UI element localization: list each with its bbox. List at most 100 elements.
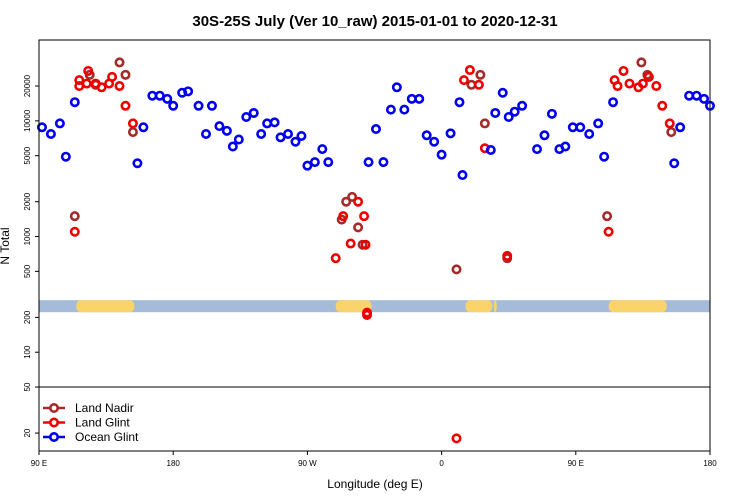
land-nadir-point-0 (69, 211, 80, 222)
land-glint-point-21 (458, 75, 469, 86)
legend-marker-land-glint (48, 417, 59, 428)
ocean-glint-point-64 (669, 158, 680, 169)
land-glint-point-22 (464, 65, 475, 76)
ocean-glint-point-1 (45, 128, 56, 139)
land-glint-point-4 (81, 78, 92, 89)
ocean-glint-point-28 (296, 130, 307, 141)
land-glint-point-13 (338, 211, 349, 222)
ocean-glint-point-25 (275, 132, 286, 143)
land-glint-point-9 (114, 81, 125, 92)
ocean-glint-point-27 (290, 136, 301, 147)
x-tick-label-0: 90 E (31, 459, 47, 468)
ocean-glint-point-15 (206, 100, 217, 111)
ocean-glint-point-29 (302, 160, 313, 171)
ocean-glint-point-17 (221, 125, 232, 136)
land-glint-point-29 (618, 65, 629, 76)
ocean-glint-point-22 (256, 128, 267, 139)
land-glint-point-6 (96, 82, 107, 93)
land-nadir-point-14 (479, 118, 490, 129)
land-glint-point-16 (359, 211, 370, 222)
ocean-glint-point-51 (509, 106, 520, 117)
ocean-glint-point-43 (436, 149, 447, 160)
x-tick-label-3: 0 (439, 459, 444, 468)
ocean-glint-point-46 (457, 170, 468, 181)
land-glint-point-33 (643, 71, 654, 82)
ocean-glint-point-32 (323, 157, 334, 168)
land-glint-point-3 (83, 65, 94, 76)
land-glint-point-28 (612, 81, 623, 92)
ocean-glint-point-4 (69, 97, 80, 108)
land-nadir-point-4 (120, 69, 131, 80)
ocean-glint-point-26 (283, 128, 294, 139)
ocean-glint-point-20 (241, 111, 252, 122)
ocean-glint-point-13 (193, 100, 204, 111)
ocean-glint-point-31 (317, 144, 328, 155)
ocean-glint-point-48 (490, 107, 501, 118)
ocean-glint-point-57 (560, 141, 571, 152)
legend-label-land-glint: Land Glint (75, 416, 130, 430)
y-tick-label-0: 20 (23, 428, 32, 437)
ocean-glint-point-14 (201, 128, 212, 139)
ocean-glint-point-60 (584, 128, 595, 139)
land-segment-2 (465, 300, 493, 313)
ocean-glint-point-62 (599, 151, 610, 162)
ocean-glint-point-53 (532, 144, 543, 155)
ocean-glint-point-52 (517, 100, 528, 111)
ocean-glint-point-40 (414, 93, 425, 104)
legend-label-land-nadir: Land Nadir (75, 401, 134, 415)
y-tick-label-9: 20000 (23, 74, 32, 97)
land-nadir-point-8 (347, 191, 358, 202)
axes: 90 E 180 90 W 0 90 E 180 20 50 100 200 500 1000 2000… (23, 74, 717, 468)
land-nadir-point-9 (353, 222, 364, 233)
ocean-glint-point-30 (309, 157, 320, 168)
land-glint-point-11 (127, 118, 138, 129)
ocean-glint-point-38 (399, 104, 410, 115)
land-segment-1 (335, 300, 372, 313)
ocean-glint-point-9 (162, 93, 173, 104)
ocean-glint-point-0 (36, 122, 47, 133)
legend-label-ocean-glint: Ocean Glint (75, 430, 139, 444)
ocean-glint-point-24 (269, 117, 280, 128)
ocean-glint-point-33 (363, 157, 374, 168)
land-glint-point-8 (107, 71, 118, 82)
ocean-glint-point-61 (593, 118, 604, 129)
land-glint-point-14 (345, 238, 356, 249)
land-nadir-point-19 (666, 127, 677, 138)
ocean-glint-point-68 (699, 93, 710, 104)
y-tick-label-3: 200 (23, 310, 32, 324)
land-glint-point-19 (362, 309, 373, 320)
y-tick-label-2: 100 (23, 345, 32, 359)
land-glint-point-35 (657, 100, 668, 111)
ocean-glint-point-2 (54, 118, 65, 129)
ocean-glint-point-63 (608, 97, 619, 108)
ocean-glint-point-21 (248, 107, 259, 118)
ocean-band (39, 300, 710, 313)
legend-marker-land-nadir (48, 402, 59, 413)
plot-frame (38, 39, 711, 452)
ocean-glint-point-44 (445, 128, 456, 139)
ocean-glint-point-42 (429, 136, 440, 147)
ocean-glint-point-5 (132, 158, 143, 169)
ocean-glint-point-19 (233, 134, 244, 145)
land-nadir-point-3 (114, 57, 125, 68)
land-nadir-point-13 (475, 69, 486, 80)
ocean-glint-point-34 (370, 124, 381, 135)
ocean-glint-point-10 (168, 100, 179, 111)
land-glint-point-1 (74, 75, 85, 86)
ocean-glint-point-35 (378, 157, 389, 168)
land-glint-point-36 (664, 118, 675, 129)
ocean-glint-point-18 (227, 141, 238, 152)
x-tick-label-1: 180 (167, 459, 181, 468)
land-segment-4 (608, 300, 667, 313)
y-tick-label-6: 2000 (23, 192, 32, 210)
ocean-glint-point-47 (485, 144, 496, 155)
x-tick-label-5: 180 (703, 459, 717, 468)
land-glint-point-26 (603, 226, 614, 237)
chart-title: 30S-25S July (Ver 10_raw) 2015-01-01 to … (192, 13, 557, 30)
ocean-glint-point-54 (539, 130, 550, 141)
land-glint-point-0 (69, 226, 80, 237)
y-tick-label-4: 500 (23, 264, 32, 278)
ocean-glint-point-12 (183, 86, 194, 97)
